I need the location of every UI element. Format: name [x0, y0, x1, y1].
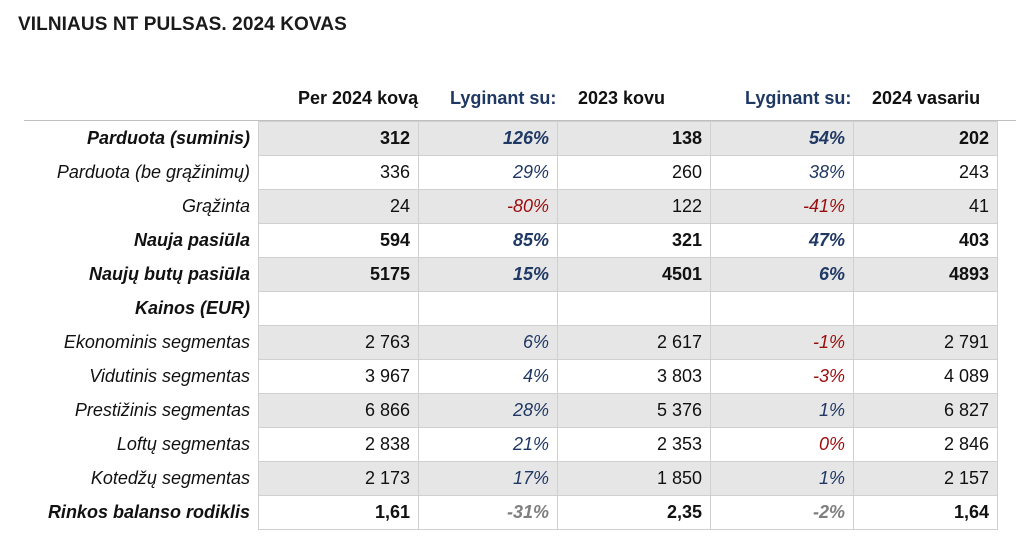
cell-previous-month: 2 791 — [853, 325, 998, 360]
cell-change-mom: 1% — [710, 461, 854, 496]
table-row: Rinkos balanso rodiklis 1,61 -31% 2,35 -… — [24, 495, 998, 530]
cell-previous-year: 2 353 — [557, 427, 711, 462]
cell-current: 312 — [258, 121, 419, 156]
cell-change-yoy: 28% — [418, 393, 558, 428]
row-label: Naujų butų pasiūla — [88, 264, 250, 284]
cell-change-mom: -1% — [710, 325, 854, 360]
cell-current: 24 — [258, 189, 419, 224]
cell-change-mom: -2% — [710, 495, 854, 530]
cell-previous-month: 41 — [853, 189, 998, 224]
cell-change-yoy: 15% — [418, 257, 558, 292]
cell-change-yoy: 21% — [418, 427, 558, 462]
row-label: Kotedžų segmentas — [90, 468, 250, 488]
table-header: Per 2024 kovą Lyginant su: 2023 kovu Lyg… — [24, 84, 1016, 120]
page-title: VILNIAUS NT PULSAS. 2024 KOVAS — [18, 14, 347, 35]
row-label: Parduota (suminis) — [86, 128, 250, 148]
cell-change-yoy — [418, 291, 558, 326]
row-label: Vidutinis segmentas — [89, 366, 250, 386]
cell-previous-month — [853, 291, 998, 326]
table-row: Loftų segmentas 2 838 21% 2 353 0% 2 846 — [24, 427, 998, 462]
pulse-table-container: Per 2024 kovą Lyginant su: 2023 kovu Lyg… — [24, 84, 1016, 530]
cell-previous-month: 202 — [853, 121, 998, 156]
header-previous-year: 2023 kovu — [578, 88, 666, 108]
cell-previous-year: 3 803 — [557, 359, 711, 394]
row-label: Loftų segmentas — [116, 434, 250, 454]
table-row: Parduota (be grąžinimų) 336 29% 260 38% … — [24, 155, 998, 190]
cell-current: 594 — [258, 223, 419, 258]
cell-change-mom: 38% — [710, 155, 854, 190]
row-label: Ekonominis segmentas — [63, 332, 250, 352]
cell-previous-month: 4893 — [853, 257, 998, 292]
cell-previous-year — [557, 291, 711, 326]
header-previous-month: 2024 vasariu — [872, 88, 981, 108]
cell-current: 2 838 — [258, 427, 419, 462]
header-current-period: Per 2024 kovą — [298, 88, 419, 108]
cell-previous-month: 2 157 — [853, 461, 998, 496]
cell-previous-month: 243 — [853, 155, 998, 190]
table-row-section-header: Kainos (EUR) — [24, 291, 998, 326]
table-row: Vidutinis segmentas 3 967 4% 3 803 -3% 4… — [24, 359, 998, 394]
table-row: Ekonominis segmentas 2 763 6% 2 617 -1% … — [24, 325, 998, 360]
table-row: Kotedžų segmentas 2 173 17% 1 850 1% 2 1… — [24, 461, 998, 496]
cell-current — [258, 291, 419, 326]
header-compare-label-2: Lyginant su: — [745, 88, 852, 108]
cell-change-yoy: 4% — [418, 359, 558, 394]
cell-previous-month: 2 846 — [853, 427, 998, 462]
cell-change-mom: 1% — [710, 393, 854, 428]
table-row: Grąžinta 24 -80% 122 -41% 41 — [24, 189, 998, 224]
cell-previous-year: 1 850 — [557, 461, 711, 496]
cell-previous-year: 122 — [557, 189, 711, 224]
pulse-table: Parduota (suminis) 312 126% 138 54% 202 … — [24, 121, 998, 530]
cell-previous-month: 403 — [853, 223, 998, 258]
cell-previous-year: 2 617 — [557, 325, 711, 360]
header-compare-label-1: Lyginant su: — [450, 88, 557, 108]
cell-change-yoy: 126% — [418, 121, 558, 156]
cell-previous-year: 2,35 — [557, 495, 711, 530]
cell-change-yoy: 85% — [418, 223, 558, 258]
cell-current: 2 173 — [258, 461, 419, 496]
cell-change-yoy: 17% — [418, 461, 558, 496]
cell-change-mom — [710, 291, 854, 326]
cell-previous-month: 1,64 — [853, 495, 998, 530]
section-label-prices: Kainos (EUR) — [134, 298, 250, 318]
row-label: Nauja pasiūla — [133, 230, 250, 250]
cell-current: 336 — [258, 155, 419, 190]
cell-change-yoy: 29% — [418, 155, 558, 190]
row-label: Grąžinta — [181, 196, 250, 216]
table-row: Prestižinis segmentas 6 866 28% 5 376 1%… — [24, 393, 998, 428]
cell-change-mom: 47% — [710, 223, 854, 258]
cell-current: 5175 — [258, 257, 419, 292]
cell-previous-year: 138 — [557, 121, 711, 156]
cell-current: 2 763 — [258, 325, 419, 360]
cell-change-mom: 6% — [710, 257, 854, 292]
cell-current: 3 967 — [258, 359, 419, 394]
cell-change-mom: 54% — [710, 121, 854, 156]
table-row: Parduota (suminis) 312 126% 138 54% 202 — [24, 121, 998, 156]
cell-previous-year: 5 376 — [557, 393, 711, 428]
cell-current: 1,61 — [258, 495, 419, 530]
table-row: Naujų butų pasiūla 5175 15% 4501 6% 4893 — [24, 257, 998, 292]
header-divider — [24, 120, 1016, 121]
cell-change-mom: -41% — [710, 189, 854, 224]
cell-previous-year: 4501 — [557, 257, 711, 292]
row-label: Parduota (be grąžinimų) — [56, 162, 250, 182]
cell-change-mom: -3% — [710, 359, 854, 394]
row-label: Rinkos balanso rodiklis — [47, 502, 250, 522]
cell-previous-month: 4 089 — [853, 359, 998, 394]
row-label: Prestižinis segmentas — [74, 400, 250, 420]
cell-change-yoy: -80% — [418, 189, 558, 224]
cell-change-yoy: -31% — [418, 495, 558, 530]
cell-previous-month: 6 827 — [853, 393, 998, 428]
cell-current: 6 866 — [258, 393, 419, 428]
cell-previous-year: 321 — [557, 223, 711, 258]
cell-change-yoy: 6% — [418, 325, 558, 360]
cell-change-mom: 0% — [710, 427, 854, 462]
cell-previous-year: 260 — [557, 155, 711, 190]
table-row: Nauja pasiūla 594 85% 321 47% 403 — [24, 223, 998, 258]
